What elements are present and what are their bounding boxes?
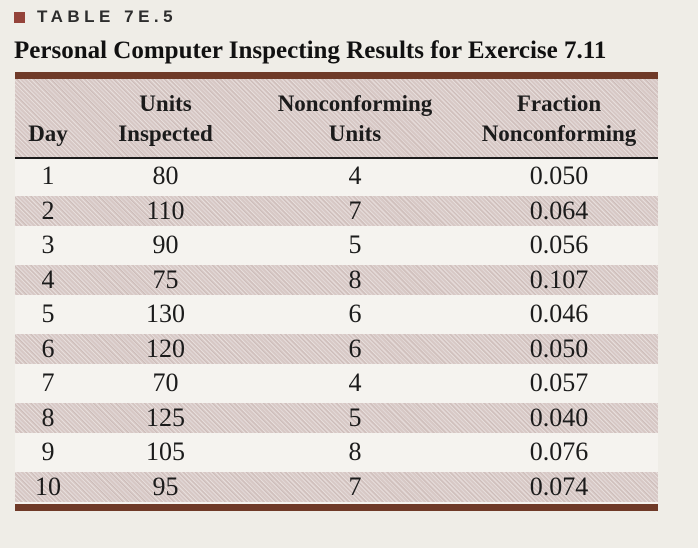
column-header-line: Units xyxy=(139,91,192,116)
table-label: TABLE 7E.5 xyxy=(37,7,178,26)
textbook-page: TABLE 7E.5 Personal Computer Inspecting … xyxy=(0,7,698,548)
cell-units-inspected: 75 xyxy=(152,264,179,294)
cell-nonconforming-units: 6 xyxy=(348,333,362,363)
cell-day: 5 xyxy=(41,299,55,329)
table-body: 1 80 4 0.050 2 110 7 0.064 3 90 5 0.056 … xyxy=(15,159,658,504)
column-header-line: Nonconforming xyxy=(277,91,433,116)
cell-day: 9 xyxy=(41,437,55,467)
cell-nonconforming-units: 8 xyxy=(348,437,362,467)
column-header-units-inspected: Units Inspected xyxy=(81,89,250,157)
table-row: 1 80 4 0.050 xyxy=(15,159,658,194)
column-header-line: Day xyxy=(28,121,68,146)
cell-day: 3 xyxy=(41,230,55,260)
cell-units-inspected: 130 xyxy=(146,299,185,329)
column-header-day: Day xyxy=(15,89,81,157)
cell-units-inspected: 90 xyxy=(152,230,179,260)
cell-fraction-nonconforming: 0.056 xyxy=(529,230,589,260)
cell-day: 6 xyxy=(41,333,55,363)
column-header-line: Inspected xyxy=(118,121,213,146)
cell-units-inspected: 105 xyxy=(146,437,185,467)
bottom-rule xyxy=(15,504,658,511)
cell-day: 1 xyxy=(41,161,55,191)
cell-units-inspected: 120 xyxy=(146,333,185,363)
column-header-line xyxy=(15,89,81,119)
cell-nonconforming-units: 4 xyxy=(348,368,362,398)
cell-day: 10 xyxy=(35,471,61,501)
table-row: 2 110 7 0.064 xyxy=(15,193,658,228)
table-row: 8 125 5 0.040 xyxy=(15,400,658,435)
cell-units-inspected: 80 xyxy=(152,161,179,191)
cell-fraction-nonconforming: 0.040 xyxy=(529,402,589,432)
cell-day: 7 xyxy=(41,368,55,398)
cell-units-inspected: 110 xyxy=(146,195,185,225)
column-header-nonconforming-units: Nonconforming Units xyxy=(250,89,460,157)
cell-fraction-nonconforming: 0.050 xyxy=(529,161,589,191)
cell-day: 2 xyxy=(41,195,55,225)
cell-units-inspected: 95 xyxy=(152,471,179,501)
table-row: 9 105 8 0.076 xyxy=(15,435,658,470)
data-table: Day Units Inspected Nonconforming Units … xyxy=(15,72,658,511)
cell-units-inspected: 70 xyxy=(152,368,179,398)
table-row: 7 70 4 0.057 xyxy=(15,366,658,401)
cell-fraction-nonconforming: 0.050 xyxy=(529,333,589,363)
table-row: 10 95 7 0.074 xyxy=(15,469,658,504)
cell-nonconforming-units: 5 xyxy=(348,402,362,432)
table-header-row: Day Units Inspected Nonconforming Units … xyxy=(15,79,658,159)
cell-units-inspected: 125 xyxy=(146,402,185,432)
cell-fraction-nonconforming: 0.107 xyxy=(529,264,589,294)
cell-fraction-nonconforming: 0.074 xyxy=(529,471,589,501)
cell-day: 8 xyxy=(41,402,55,432)
cell-nonconforming-units: 8 xyxy=(348,264,362,294)
column-header-line: Nonconforming xyxy=(481,121,637,146)
cell-day: 4 xyxy=(41,264,55,294)
cell-nonconforming-units: 7 xyxy=(348,195,362,225)
table-row: 5 130 6 0.046 xyxy=(15,297,658,332)
cell-fraction-nonconforming: 0.057 xyxy=(529,368,589,398)
bullet-square-icon xyxy=(14,11,25,23)
table-caption: Personal Computer Inspecting Results for… xyxy=(14,37,607,64)
cell-nonconforming-units: 6 xyxy=(348,299,362,329)
cell-nonconforming-units: 4 xyxy=(348,161,362,191)
column-header-line: Fraction xyxy=(516,91,602,116)
column-header-line: Units xyxy=(328,121,382,146)
table-label-row: TABLE 7E.5 xyxy=(14,7,698,26)
cell-nonconforming-units: 7 xyxy=(348,471,362,501)
table-row: 4 75 8 0.107 xyxy=(15,262,658,297)
cell-fraction-nonconforming: 0.046 xyxy=(529,299,589,329)
top-rule xyxy=(15,72,658,79)
table-row: 6 120 6 0.050 xyxy=(15,331,658,366)
cell-fraction-nonconforming: 0.076 xyxy=(529,437,589,467)
cell-fraction-nonconforming: 0.064 xyxy=(529,195,589,225)
cell-nonconforming-units: 5 xyxy=(348,230,362,260)
column-header-fraction-nonconforming: Fraction Nonconforming xyxy=(460,89,658,157)
table-row: 3 90 5 0.056 xyxy=(15,228,658,263)
